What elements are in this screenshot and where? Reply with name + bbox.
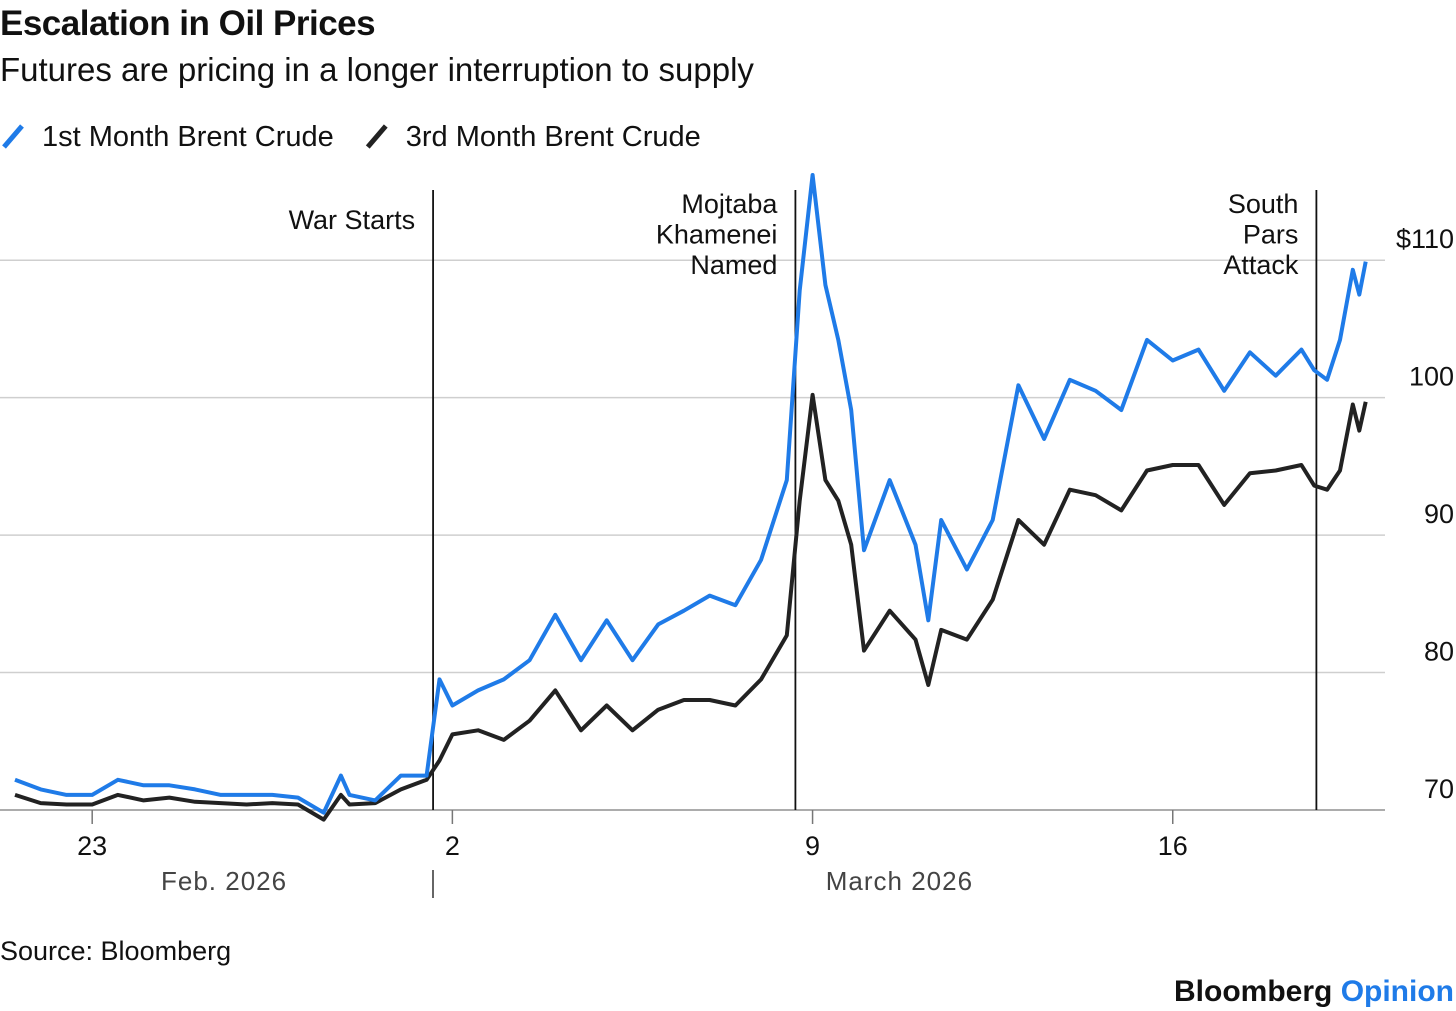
chart-subtitle: Futures are pricing in a longer interrup… xyxy=(0,51,754,88)
series-line xyxy=(14,173,1368,815)
legend-label: 3rd Month Brent Crude xyxy=(406,121,701,153)
x-tick-label: 23 xyxy=(77,831,107,861)
x-tick-label: 16 xyxy=(1158,831,1188,861)
month-label: Feb. 2026 xyxy=(161,866,287,896)
brand-section: Opinion xyxy=(1341,975,1454,1008)
annotation: South xyxy=(1228,189,1299,219)
annotation: Pars xyxy=(1243,220,1299,250)
x-tick-label: 2 xyxy=(445,831,460,861)
annotation: Attack xyxy=(1223,250,1299,280)
month-label: March 2026 xyxy=(826,866,973,896)
legend-label: 1st Month Brent Crude xyxy=(42,121,334,153)
legend-swatch xyxy=(365,124,388,149)
x-tick-label: 9 xyxy=(805,831,820,861)
y-tick-label: 90 xyxy=(1424,499,1454,529)
annotation: Named xyxy=(690,250,777,280)
legend-swatch xyxy=(2,124,24,149)
annotation: Khamenei xyxy=(656,220,778,250)
y-tick-label: 80 xyxy=(1424,637,1454,667)
source: Source: Bloomberg xyxy=(0,936,231,966)
annotation: Mojtaba xyxy=(681,189,778,219)
y-tick-label: 70 xyxy=(1424,774,1454,804)
annotation: War Starts xyxy=(289,205,416,235)
y-tick-label: 100 xyxy=(1409,362,1454,392)
y-tick-label: $110 xyxy=(1396,224,1454,254)
brand: Bloomberg Opinion xyxy=(1174,975,1454,1008)
chart-title: Escalation in Oil Prices xyxy=(0,4,375,43)
series-line xyxy=(14,392,1368,822)
brand-name: Bloomberg xyxy=(1174,975,1332,1008)
